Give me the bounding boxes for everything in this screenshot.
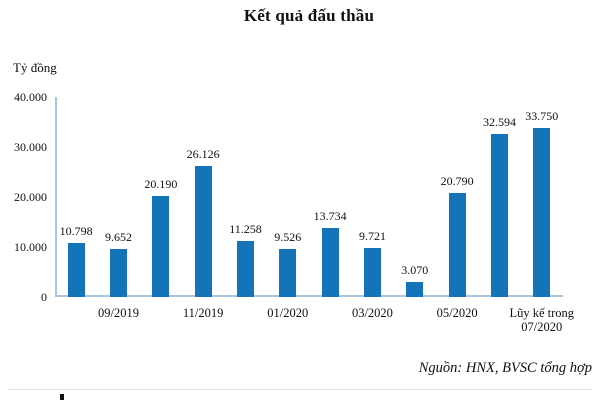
bar-value-label: 32.594	[482, 115, 516, 130]
bar-value-label: 9.721	[358, 229, 386, 244]
x-axis-label: 05/2020	[436, 306, 478, 320]
bar-value-label: 13.734	[313, 209, 347, 224]
bar-slot: 3.070	[394, 97, 436, 297]
bar	[236, 240, 254, 297]
bar-value-label: 9.652	[104, 229, 132, 244]
y-axis-tick-label: 10.000	[14, 240, 47, 254]
bar-slot: 9.721 03/2020	[351, 97, 393, 320]
bar	[279, 249, 297, 297]
x-axis-label: 11/2019	[182, 306, 224, 320]
bar-slot: 20.790 05/2020	[436, 97, 478, 320]
y-axis-unit-label: Tỷ đồng	[13, 60, 57, 75]
x-axis-label: 01/2020	[267, 306, 309, 320]
bar-value-label: 26.126	[186, 147, 220, 162]
bar-slot: 10.798	[55, 97, 97, 297]
bar-value-label: 33.750	[525, 109, 559, 124]
x-axis-label: 09/2019	[97, 306, 139, 320]
bar	[490, 134, 508, 297]
bar-slot: 9.652 09/2019	[97, 97, 139, 320]
y-axis-tick-label: 0	[41, 290, 47, 304]
bar	[406, 281, 424, 297]
bar-slot: 13.734	[309, 97, 351, 297]
bar-slot: 20.190	[140, 97, 182, 297]
bar-slot: 33.750 Lũy kế trong 07/2020	[509, 97, 574, 334]
bar-value-label: 11.258	[229, 221, 262, 236]
bar	[67, 243, 85, 297]
cutoff-text-fragment	[60, 394, 64, 400]
y-axis-tick-label: 30.000	[14, 140, 47, 154]
bar	[152, 196, 170, 297]
bar-slot: 9.526 01/2020	[267, 97, 309, 320]
page-divider-line	[8, 389, 592, 390]
bar-slot: 32.594	[478, 97, 520, 297]
bar-value-label: 20.790	[440, 174, 474, 189]
bar-value-label: 3.070	[401, 262, 429, 277]
bar	[109, 248, 127, 297]
bar	[363, 248, 381, 297]
source-note: Nguồn: HNX, BVSC tổng hợp	[418, 360, 592, 376]
bar	[533, 128, 551, 297]
x-axis-label: Lũy kế trong 07/2020	[509, 306, 575, 334]
bar	[194, 166, 212, 297]
plot-area	[55, 97, 563, 297]
bar	[448, 193, 466, 297]
bar-value-label: 10.798	[59, 224, 93, 239]
x-axis-label: 03/2020	[351, 306, 393, 320]
bar-value-label: 20.190	[144, 177, 178, 192]
bar-series: 10.798 9.652 09/2019 20.190 26.126 11/2019 11.…	[55, 97, 574, 334]
bar-slot: 26.126 11/2019	[182, 97, 224, 320]
y-axis: 0 10.000 20.000 30.000 40.000	[0, 91, 47, 303]
y-axis-tick-label: 20.000	[14, 190, 47, 204]
y-axis-tick-label: 40.000	[14, 90, 47, 104]
bar-slot: 11.258	[224, 97, 266, 297]
bar-value-label: 9.526	[274, 230, 302, 245]
bar	[321, 228, 339, 297]
chart-title: Kết quả đấu thầu	[243, 6, 375, 25]
